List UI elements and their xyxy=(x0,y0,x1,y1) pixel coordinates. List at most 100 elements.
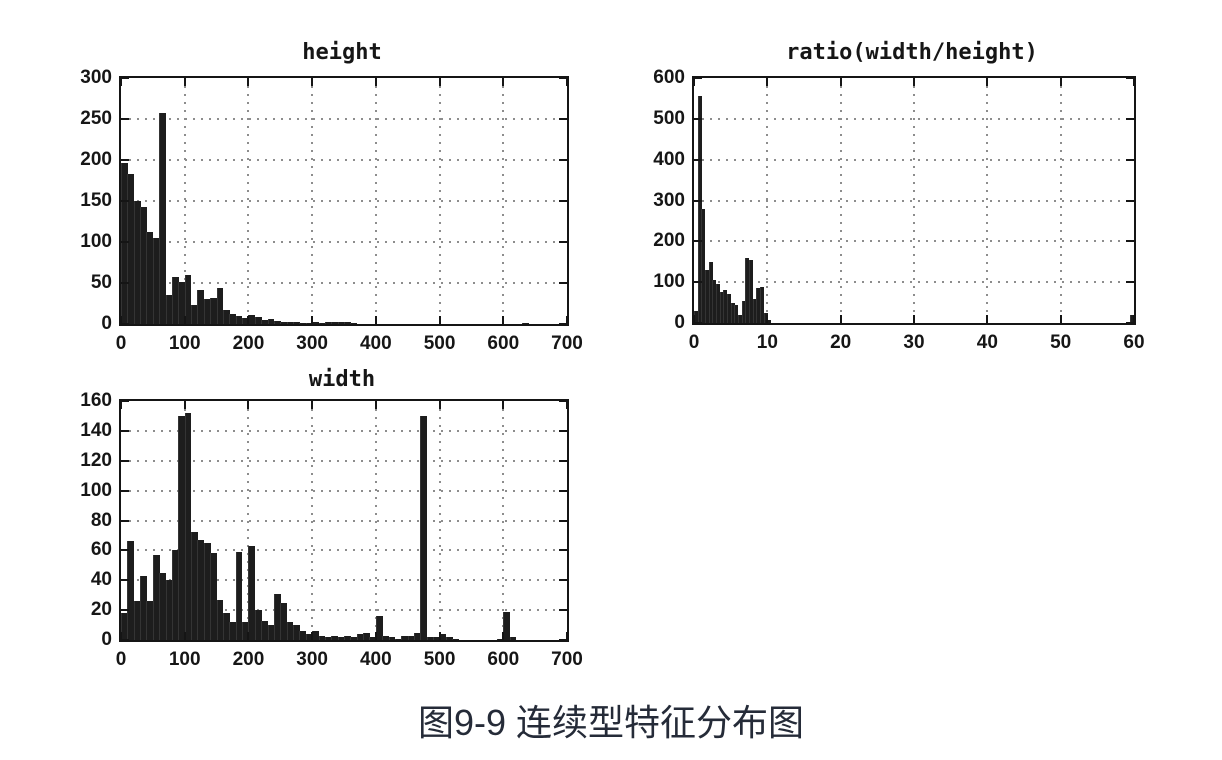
x-tick-label: 60 xyxy=(1123,332,1145,353)
histogram-bar xyxy=(719,292,724,323)
x-tick-label: 200 xyxy=(232,649,265,670)
histogram-bar xyxy=(745,257,750,323)
y-tick-mark xyxy=(121,519,129,522)
x-tick-mark xyxy=(374,78,377,86)
x-tick-label: 700 xyxy=(551,649,583,670)
y-tick-mark xyxy=(121,159,129,161)
histogram-bar xyxy=(299,631,307,640)
gridline-horizontal xyxy=(121,282,567,284)
histogram-bar xyxy=(414,632,421,640)
histogram-bar xyxy=(222,310,230,324)
x-tick-mark xyxy=(120,401,122,409)
histogram-title-width: width xyxy=(308,367,376,392)
y-tick-label: 0 xyxy=(101,313,112,334)
figure-caption: 图9-9 连续型特征分布图 xyxy=(417,702,805,743)
x-tick-mark xyxy=(247,401,250,409)
gridline-horizontal xyxy=(121,489,567,492)
x-tick-mark xyxy=(183,632,186,640)
x-tick-mark xyxy=(566,632,568,640)
y-tick-label: 50 xyxy=(90,272,112,293)
x-tick-mark xyxy=(311,632,314,640)
x-tick-mark xyxy=(120,316,122,324)
x-tick-mark xyxy=(120,632,122,640)
x-tick-mark xyxy=(693,315,695,323)
histogram-bar xyxy=(210,553,217,640)
histogram-bar xyxy=(388,637,396,640)
histogram-bar xyxy=(394,638,402,640)
histogram-bar xyxy=(178,415,186,640)
y-tick-mark xyxy=(121,400,129,402)
y-tick-mark xyxy=(559,489,567,492)
histogram-bar xyxy=(324,637,332,640)
y-tick-mark xyxy=(121,489,129,492)
histogram-bar xyxy=(705,269,710,323)
y-tick-mark xyxy=(121,549,129,552)
histogram-bar xyxy=(191,532,198,640)
histogram-bar xyxy=(171,550,179,640)
x-tick-mark xyxy=(566,316,568,324)
histogram-bar xyxy=(712,280,717,323)
y-tick-mark xyxy=(559,519,567,522)
y-tick-mark xyxy=(559,282,567,284)
histogram-bar xyxy=(509,637,517,640)
histogram-bar xyxy=(159,572,166,640)
gridline-horizontal xyxy=(694,240,1134,243)
histogram-bar xyxy=(165,295,173,324)
x-tick-mark xyxy=(438,401,441,409)
histogram-bar xyxy=(697,96,702,323)
x-tick-mark xyxy=(986,315,989,323)
y-tick-label: 120 xyxy=(80,449,112,471)
x-tick-mark xyxy=(913,78,915,86)
histogram-bar xyxy=(694,310,699,323)
histogram-bar xyxy=(426,637,434,640)
histogram-bar xyxy=(171,277,179,324)
x-tick-mark xyxy=(374,632,377,640)
y-tick-mark xyxy=(559,400,567,402)
histogram-bar xyxy=(312,321,319,324)
histogram-bar xyxy=(184,412,192,640)
histogram-bar xyxy=(763,312,768,323)
histogram-bar xyxy=(261,319,268,324)
histogram-bar xyxy=(293,322,300,324)
y-tick-mark xyxy=(559,639,567,641)
histogram-bar xyxy=(127,173,135,324)
x-tick-mark xyxy=(183,78,186,86)
y-tick-mark xyxy=(694,158,702,161)
gridline-horizontal xyxy=(694,281,1134,284)
x-tick-label: 500 xyxy=(423,649,456,670)
histogram-bar xyxy=(267,625,275,640)
histogram-bar xyxy=(254,610,262,640)
histogram-bar xyxy=(273,593,281,640)
y-tick-mark xyxy=(694,322,702,324)
histogram-bar xyxy=(273,320,281,324)
histogram-bar xyxy=(229,314,237,324)
histogram-bar xyxy=(191,305,198,324)
gridline-horizontal xyxy=(121,429,567,432)
y-tick-label: 300 xyxy=(80,67,112,88)
histogram-bar xyxy=(286,622,294,640)
y-tick-label: 400 xyxy=(653,148,685,170)
y-tick-label: 250 xyxy=(80,108,112,129)
y-tick-mark xyxy=(694,117,702,120)
histogram-bar xyxy=(293,625,300,640)
histogram-bar xyxy=(407,635,415,640)
histogram-bar xyxy=(127,541,135,640)
histogram-bar xyxy=(235,551,243,640)
histogram-bar xyxy=(197,290,205,324)
y-tick-label: 300 xyxy=(653,189,685,211)
histogram-bar xyxy=(280,321,288,324)
x-tick-mark xyxy=(438,78,441,86)
x-tick-mark xyxy=(247,632,250,640)
gridline-horizontal xyxy=(121,579,567,582)
y-tick-label: 200 xyxy=(653,230,685,252)
y-tick-mark xyxy=(559,200,567,202)
x-tick-mark xyxy=(502,632,505,640)
gridline-horizontal xyxy=(121,609,567,612)
y-tick-mark xyxy=(121,639,129,641)
y-tick-mark xyxy=(1126,117,1134,120)
histogram-bar xyxy=(356,634,364,640)
y-tick-mark xyxy=(1126,199,1134,202)
y-tick-label: 100 xyxy=(80,231,112,252)
histogram-title-ratio: ratio(width/height) xyxy=(786,40,1038,65)
